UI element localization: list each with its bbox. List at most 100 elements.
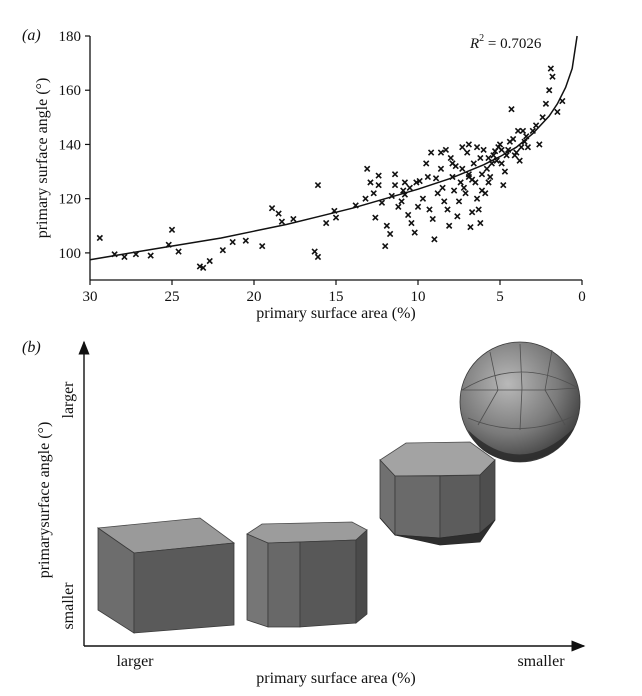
data-point xyxy=(477,219,484,227)
data-point xyxy=(505,146,512,154)
data-point xyxy=(332,214,340,221)
panel-label-b: (b) xyxy=(22,339,41,356)
data-point xyxy=(513,149,520,156)
data-point xyxy=(331,207,338,215)
data-point xyxy=(168,226,176,234)
data-point xyxy=(459,165,466,173)
data-point xyxy=(498,146,505,154)
data-point xyxy=(424,173,432,181)
data-point xyxy=(554,108,561,116)
data-point xyxy=(500,181,507,189)
data-point xyxy=(432,175,440,182)
data-point xyxy=(501,168,509,175)
fit-curve xyxy=(89,35,578,261)
data-point xyxy=(498,160,505,167)
x-tick-label: 20 xyxy=(247,289,262,305)
rounded-polyhedron-shape xyxy=(379,441,496,546)
r2-value: = 0.7026 xyxy=(484,36,542,52)
data-point xyxy=(441,198,448,205)
truncated-prism-shape xyxy=(246,521,368,628)
x-tick-label: 0 xyxy=(578,289,586,305)
data-point xyxy=(542,100,550,107)
data-point xyxy=(400,187,407,194)
data-point xyxy=(493,157,500,164)
data-point xyxy=(473,143,481,151)
data-point xyxy=(437,165,445,173)
x-tick-label: 25 xyxy=(165,289,180,305)
y-tick-label: 180 xyxy=(59,29,82,45)
cube-shape xyxy=(96,517,236,634)
data-point xyxy=(509,135,517,143)
data-point xyxy=(121,253,128,261)
data-point xyxy=(275,210,282,217)
data-point xyxy=(470,160,477,167)
y-high-label: larger xyxy=(60,381,77,419)
data-point xyxy=(445,222,453,229)
data-point xyxy=(485,154,492,162)
data-point xyxy=(483,165,491,173)
data-point xyxy=(401,179,409,186)
data-point xyxy=(559,97,566,105)
data-point xyxy=(473,195,481,202)
data-point xyxy=(375,181,382,189)
data-point xyxy=(464,149,471,156)
data-point xyxy=(485,179,492,186)
data-point xyxy=(524,143,532,151)
data-point xyxy=(196,263,204,270)
data-point xyxy=(480,146,487,154)
data-point xyxy=(465,141,473,148)
data-point xyxy=(352,202,359,209)
shape-diagram: (b) larger smaller primary surface area … xyxy=(22,339,586,687)
data-point xyxy=(408,219,415,227)
data-point xyxy=(363,165,371,173)
data-point xyxy=(549,73,556,80)
data-point xyxy=(386,230,394,238)
data-point xyxy=(268,204,276,212)
y-tick-label: 160 xyxy=(59,83,82,99)
data-point xyxy=(132,251,140,258)
data-point xyxy=(478,187,486,194)
data-point xyxy=(477,154,484,162)
r2-prefix: R xyxy=(469,36,479,52)
data-point xyxy=(372,214,379,221)
data-point xyxy=(398,198,405,205)
data-point xyxy=(391,171,399,178)
data-point xyxy=(423,160,430,167)
x-tick-label: 30 xyxy=(83,289,98,305)
data-point xyxy=(367,179,374,186)
x-tick-label: 15 xyxy=(329,289,344,305)
y-ticks: 100 120 140 160 180 xyxy=(59,29,90,262)
data-point xyxy=(404,211,412,219)
data-point xyxy=(490,152,497,159)
data-point xyxy=(406,184,413,191)
x-low-label: larger xyxy=(116,653,154,670)
data-point xyxy=(467,223,474,231)
scatter-points xyxy=(96,65,566,271)
data-point xyxy=(391,181,399,189)
data-point xyxy=(468,209,476,216)
data-point xyxy=(362,195,369,202)
data-point xyxy=(206,257,213,265)
data-point xyxy=(434,190,441,197)
data-point xyxy=(444,206,451,213)
data-point xyxy=(439,184,446,191)
data-point xyxy=(388,192,395,200)
data-point xyxy=(314,181,322,189)
data-point xyxy=(314,253,322,261)
x-tick-label: 10 xyxy=(411,289,426,305)
data-point xyxy=(429,215,436,223)
data-point xyxy=(449,173,456,181)
panel-a: (a) 30 25 20 15 10 5 0 100 120 140 160 180 R2 = 0.… xyxy=(0,0,642,330)
data-point xyxy=(503,152,510,159)
data-point xyxy=(536,141,543,148)
data-point xyxy=(229,238,236,246)
data-point xyxy=(219,247,227,254)
polyhedron-sphere-shape xyxy=(459,341,581,463)
data-point xyxy=(475,206,482,213)
data-point xyxy=(96,234,104,242)
data-point xyxy=(457,179,464,186)
data-point xyxy=(427,149,435,156)
data-point xyxy=(478,171,486,178)
y-low-label: smaller xyxy=(60,582,77,630)
data-point xyxy=(514,127,522,135)
